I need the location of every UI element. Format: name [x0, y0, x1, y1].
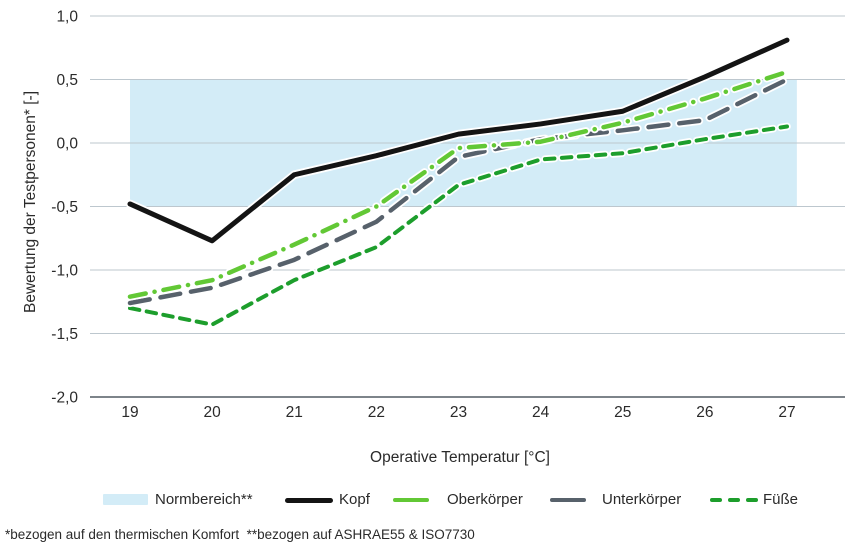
legend-label-oberkörper: Oberkörper [447, 491, 523, 508]
x-tick-label: 27 [778, 404, 795, 421]
legend-dash [746, 498, 758, 502]
series-line-Oberkörper [127, 69, 790, 299]
legend-line-kopf [285, 497, 333, 503]
x-tick-label: 21 [286, 404, 303, 421]
legend-label-unterkörper: Unterkörper [602, 491, 682, 508]
x-tick-label: 25 [614, 404, 631, 421]
series-line-Unterkörper [127, 77, 790, 306]
legend-dash [728, 498, 740, 502]
legend-label-normbereich: Normbereich** [155, 491, 253, 508]
y-tick-label: -1,5 [51, 326, 78, 343]
legend-line-füße [710, 498, 758, 502]
x-tick-label: 26 [696, 404, 713, 421]
y-tick-label: -2,0 [51, 390, 78, 407]
legend-label-kopf: Kopf [339, 491, 370, 508]
footnote: *bezogen auf den thermischen Komfort **b… [5, 527, 475, 542]
legend-line-unterkörper [550, 497, 586, 503]
x-tick-label: 19 [121, 404, 138, 421]
y-tick-label: 0,5 [56, 72, 78, 89]
legend-dash [710, 498, 722, 502]
x-tick-label: 22 [368, 404, 385, 421]
legend-swatch-normbereich [103, 494, 148, 505]
x-tick-label: 23 [450, 404, 467, 421]
y-tick-label: -1,0 [51, 263, 78, 280]
y-tick-label: 0,0 [56, 136, 78, 153]
y-axis-title: Bewertung der Testpersonen* [-] [22, 90, 39, 314]
plot-area: 1,0 0,5 0,0 -0,5 -1,0 -1,5 -2,0 19 20 21 22 23 24 25 2… [51, 9, 845, 421]
y-tick-label: -0,5 [51, 199, 78, 216]
legend-line-oberkörper [393, 497, 429, 503]
series-line-Kopf [127, 37, 790, 244]
x-tick-label: 20 [204, 404, 222, 421]
series-halo-Füße [126, 122, 791, 329]
legend-label-füße: Füße [763, 491, 799, 508]
x-tick-label: 24 [532, 404, 550, 421]
x-axis-title: Operative Temperatur [°C] [370, 449, 550, 466]
y-tick-label: 1,0 [56, 9, 78, 26]
